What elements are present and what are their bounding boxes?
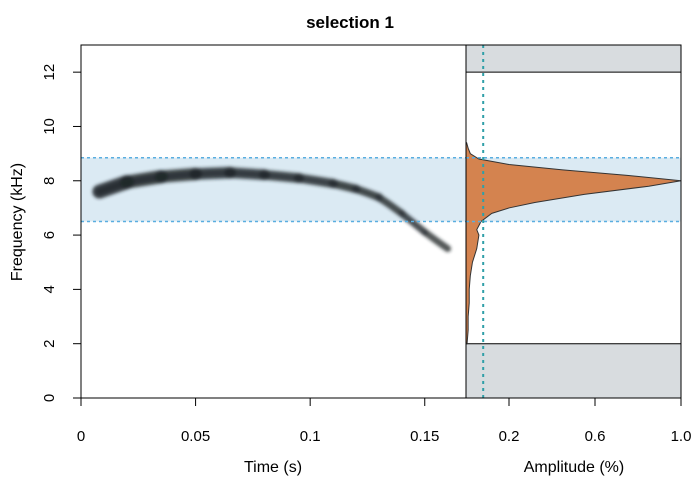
x-tick-label: 0.1	[300, 428, 321, 445]
amplitude-panel: 0.2 0.6 1.0	[465, 44, 692, 445]
amp-x-tick-label: 1.0	[671, 428, 692, 445]
outside-band-bottom	[466, 343, 681, 398]
spectrogram-y-ticks: 0 2 4 6 8 10 12	[41, 64, 82, 402]
amplitude-x-ticks: 0.2 0.6 1.0	[499, 397, 692, 445]
y-tick-label: 4	[41, 285, 58, 293]
x-tick-label: 0.15	[410, 428, 439, 445]
y-tick-label: 2	[41, 340, 58, 348]
spectrogram-y-label: Frequency (kHz)	[9, 163, 26, 281]
y-tick-label: 8	[41, 177, 58, 185]
amplitude-spectrum	[465, 142, 682, 345]
call-contour	[92, 166, 452, 253]
contour-core	[95, 169, 452, 253]
amp-x-tick-label: 0.2	[499, 428, 520, 445]
x-tick-label: 0.05	[181, 428, 210, 445]
chart-title: selection 1	[306, 13, 394, 32]
y-tick-label: 10	[41, 118, 58, 135]
spectrogram-x-ticks: 0 0.05 0.1 0.15	[77, 397, 439, 445]
outside-band-top	[466, 45, 681, 73]
y-tick-label: 12	[41, 64, 58, 81]
x-tick-label: 0	[77, 428, 85, 445]
y-tick-label: 0	[41, 394, 58, 402]
spectrogram-panel: 0 0.05 0.1 0.15 0 2 4 6 8 10 12	[41, 44, 467, 445]
selection-band	[81, 157, 466, 222]
amp-x-tick-label: 0.6	[585, 428, 606, 445]
y-tick-label: 6	[41, 231, 58, 239]
spectrogram-x-label: Time (s)	[244, 459, 302, 476]
amplitude-x-label: Amplitude (%)	[524, 459, 624, 476]
